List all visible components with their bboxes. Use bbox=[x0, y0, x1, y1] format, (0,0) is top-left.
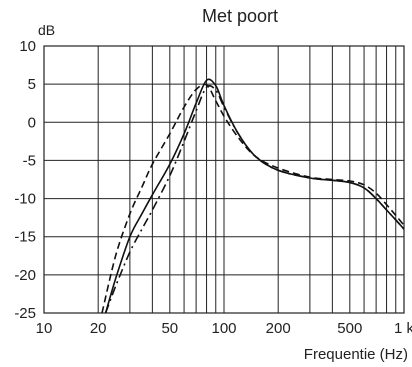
y-tick-label: -20 bbox=[14, 267, 36, 284]
x-tick-label: 200 bbox=[266, 320, 291, 337]
y-tick-label: 10 bbox=[19, 38, 36, 55]
y-tick-label: -5 bbox=[23, 152, 36, 169]
y-tick-label: -15 bbox=[14, 229, 36, 246]
y-axis-label: dB bbox=[38, 22, 56, 38]
y-tick-label: 5 bbox=[28, 76, 36, 93]
y-tick-label: -10 bbox=[14, 191, 36, 208]
chart-title: Met poort bbox=[201, 6, 279, 26]
x-tick-label: 10 bbox=[36, 320, 53, 337]
x-tick-label: 500 bbox=[337, 320, 362, 337]
x-tick-label: 20 bbox=[90, 320, 107, 337]
x-tick-label: 100 bbox=[211, 320, 236, 337]
x-tick-label: 1 k bbox=[394, 320, 412, 337]
plot-frame bbox=[43, 45, 405, 314]
series-line-solid bbox=[104, 78, 404, 313]
x-axis-label: Frequentie (Hz) bbox=[303, 346, 408, 363]
series-line-dashed bbox=[101, 83, 404, 313]
y-tick-label: -25 bbox=[14, 305, 36, 322]
x-tick-label: 50 bbox=[161, 320, 178, 337]
y-tick-label: 0 bbox=[28, 114, 36, 131]
series-line-dashdot bbox=[104, 84, 404, 313]
